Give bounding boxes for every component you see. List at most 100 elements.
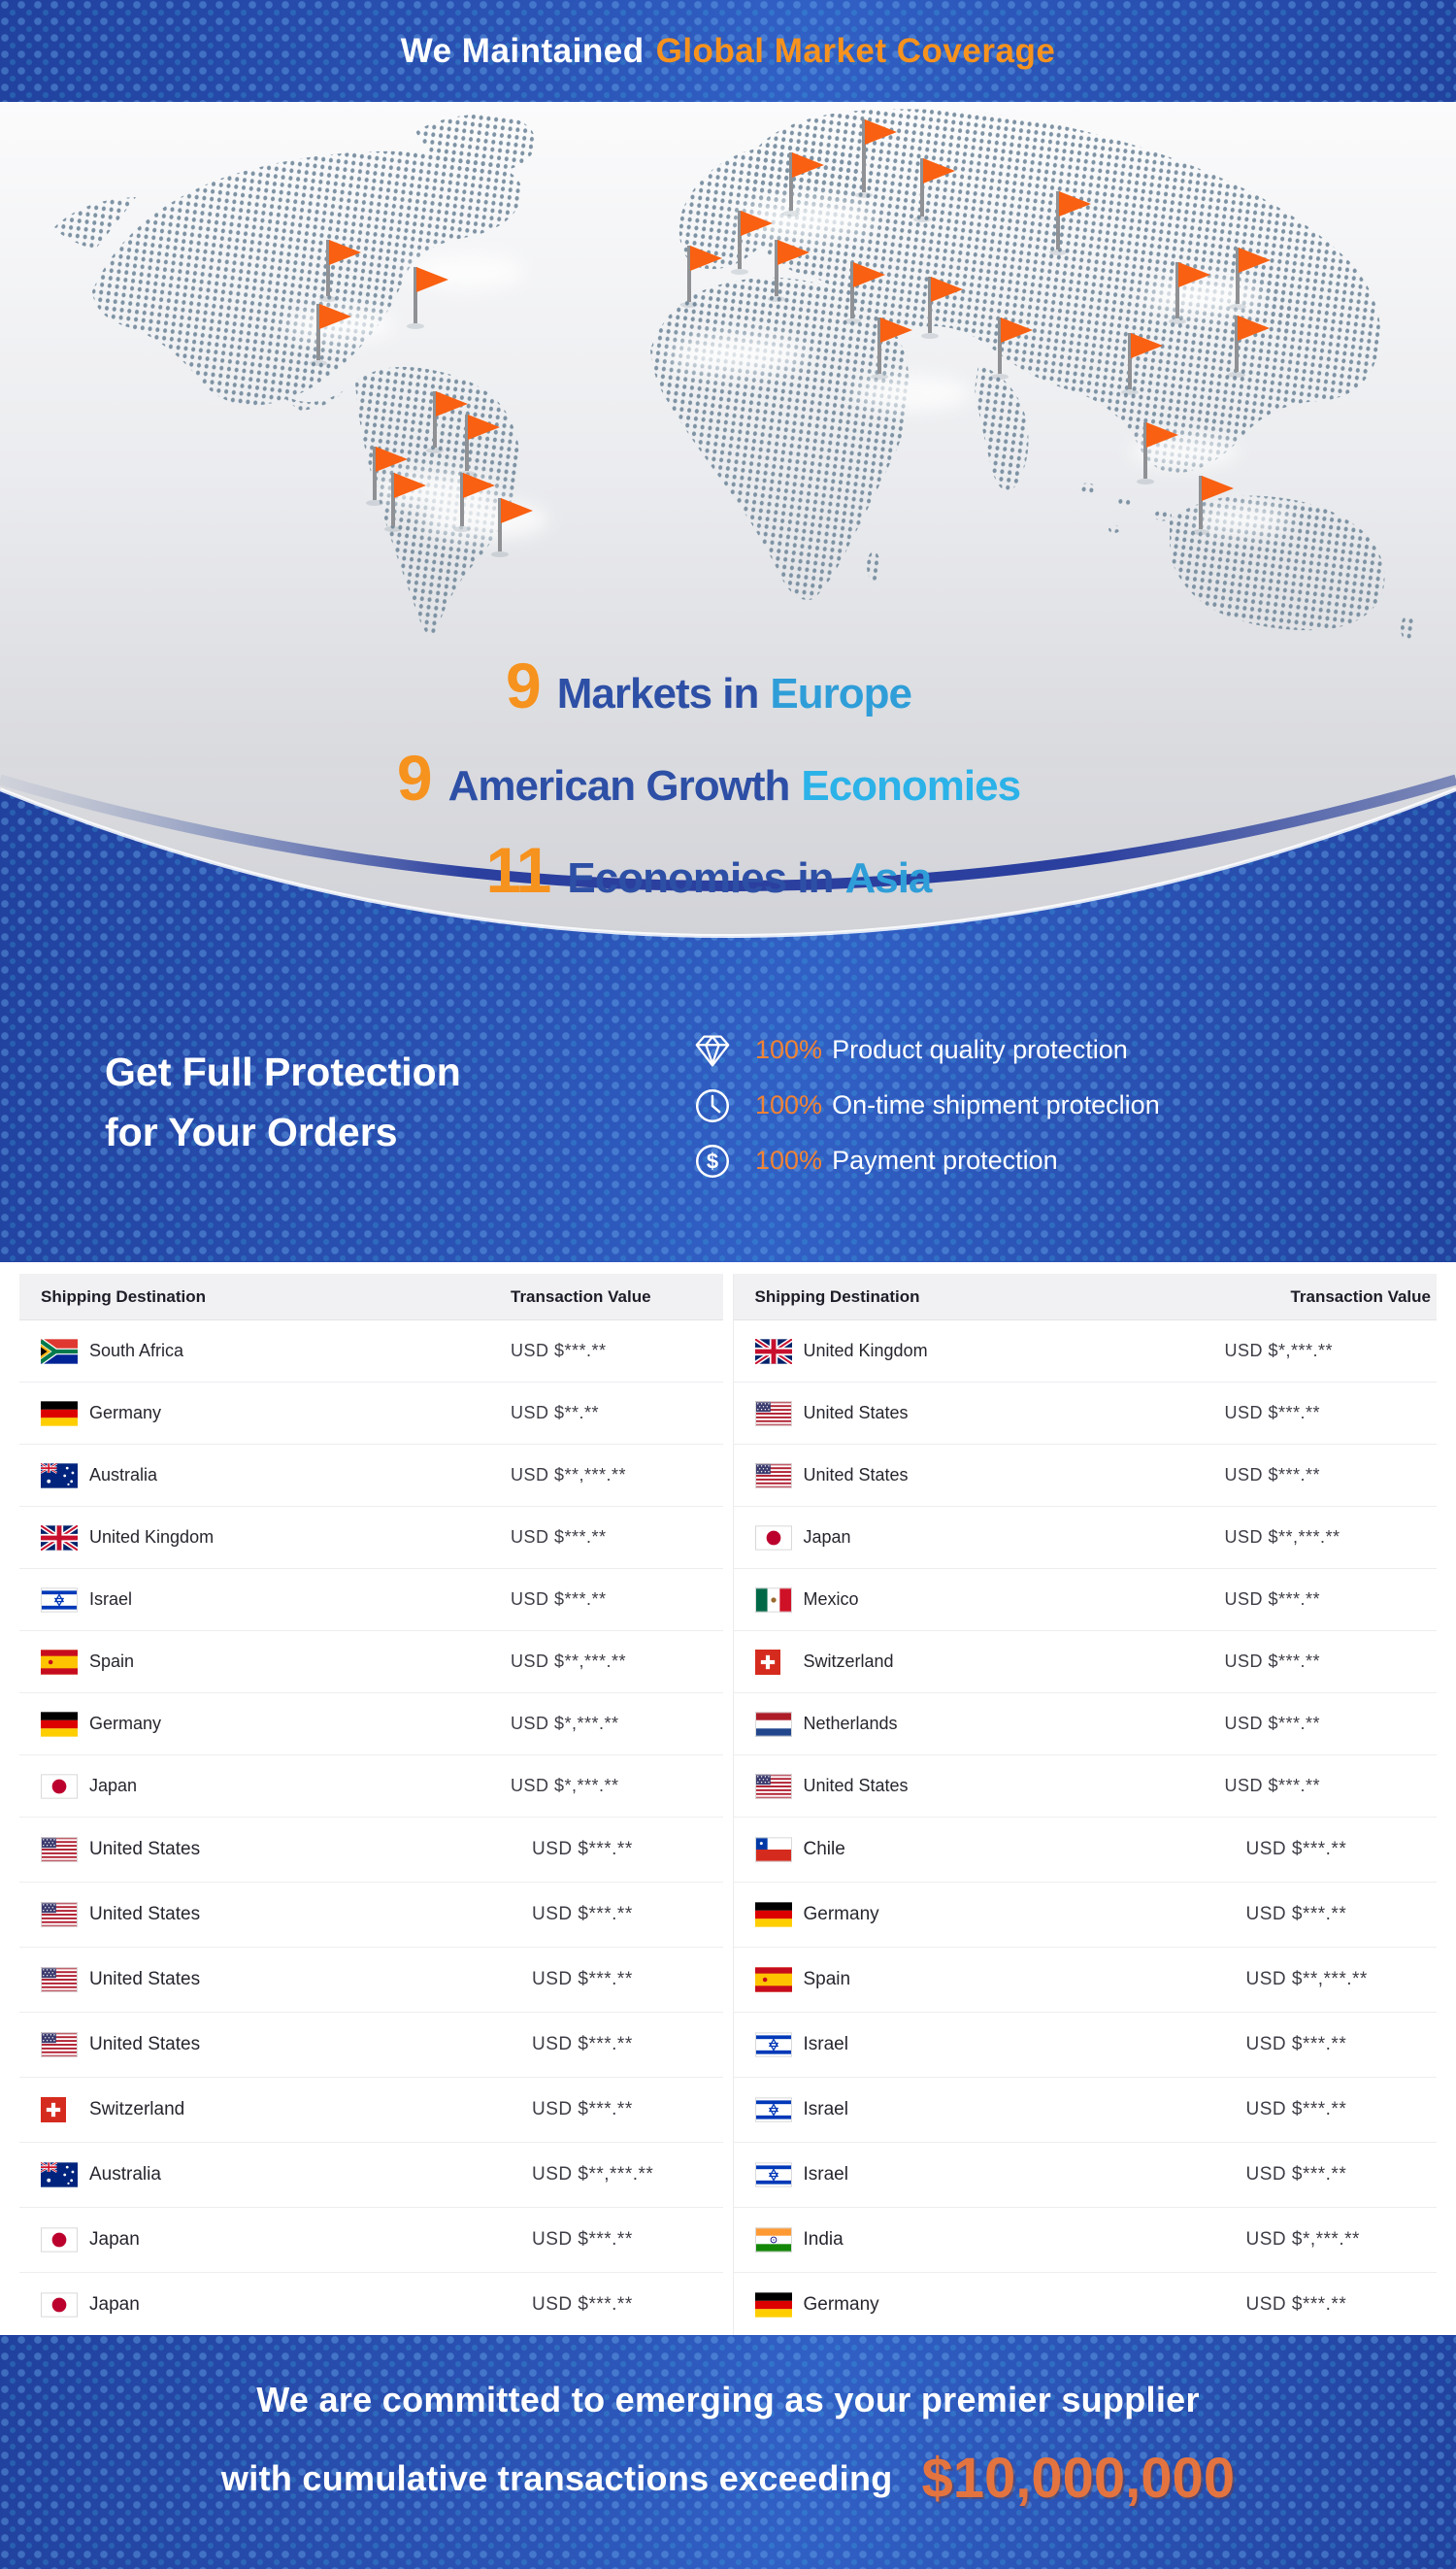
stat-label: Economies in (567, 854, 834, 902)
table-row: Israel USD $***.** (19, 1569, 723, 1631)
transaction-value: USD $***.** (532, 2294, 633, 2315)
destination-cell: Switzerland (734, 1649, 1225, 1675)
transaction-value: USD $***.** (511, 1527, 607, 1547)
destination-cell: United States (19, 1902, 532, 1927)
israel-flag-icon (754, 2162, 792, 2187)
transaction-value: USD $**,***.** (511, 1652, 627, 1671)
table-header-row: Shipping Destination Transaction Value (733, 1274, 1437, 1320)
col-header-shipping-destination: Shipping Destination (41, 1286, 206, 1306)
destination-cell: South Africa (19, 1338, 511, 1364)
col-header-shipping-destination: Shipping Destination (754, 1286, 920, 1306)
destination-cell: Spain (734, 1967, 1246, 1992)
transaction-value: USD $***.** (1245, 1904, 1347, 1924)
table-row: Israel USD $***.** (733, 2013, 1437, 2078)
country-name: Germany (89, 1403, 162, 1422)
israel-flag-icon (41, 1586, 78, 1613)
transaction-value: USD $***.** (1224, 1465, 1321, 1485)
stats-panel: 9 Markets in Europe 9 American Growth Econom… (0, 649, 1417, 925)
country-name: United States (803, 1465, 909, 1485)
destination-cell: United States (734, 1400, 1225, 1426)
switzerland-flag-icon (754, 1649, 792, 1675)
australia-flag-icon (41, 2162, 78, 2187)
transaction-value: USD $***.** (1245, 2034, 1347, 2054)
destination-cell: Israel (734, 2032, 1246, 2057)
destination-cell: Japan (734, 1524, 1225, 1551)
country-name: Germany (89, 1714, 162, 1733)
united-states-flag-icon (41, 1902, 78, 1927)
col-header-transaction-value: Transaction Value (1290, 1286, 1431, 1306)
table-row: Israel USD $***.** (733, 2143, 1437, 2208)
table-row: Germany USD $**.** (19, 1383, 723, 1445)
protection-title: Get Full Protection for Your Orders (105, 1042, 461, 1162)
stat-europe: 9 Markets in Europe (0, 649, 1417, 741)
country-name: Spain (803, 1969, 851, 1989)
country-name: South Africa (89, 1341, 184, 1360)
percent-label: 100% (755, 1146, 823, 1175)
bottom-banner: We are committed to emerging as your pre… (0, 2335, 1456, 2569)
transaction-value: USD $***.** (532, 2034, 633, 2054)
stat-americas: 9 American Growth Economies (0, 741, 1417, 833)
united-kingdom-flag-icon (41, 1524, 78, 1551)
transaction-value: USD $***.** (1224, 1776, 1321, 1795)
germany-flag-icon (41, 1400, 78, 1426)
clock-icon (695, 1088, 730, 1122)
svg-text:$: $ (707, 1149, 718, 1173)
stat-label-highlight: Europe (770, 670, 912, 717)
country-name: Switzerland (803, 1652, 894, 1671)
japan-flag-icon (41, 2292, 78, 2318)
country-name: Israel (803, 2164, 848, 2185)
netherlands-flag-icon (754, 1711, 792, 1737)
top-banner: We Maintained Global Market Coverage (0, 0, 1456, 102)
percent-label: 100% (755, 1035, 823, 1064)
table-right-half: Shipping Destination Transaction Value Uni… (732, 1274, 1437, 2338)
stat-number: 9 (506, 650, 542, 721)
destination-cell: Switzerland (19, 2097, 532, 2122)
destination-cell: Israel (734, 2162, 1246, 2187)
cumulative-amount: $10,000,000 (921, 2447, 1236, 2510)
germany-flag-icon (41, 1711, 78, 1737)
banner-title-orange: Global Market Coverage (655, 31, 1056, 70)
united-states-flag-icon (41, 2032, 78, 2057)
commitment-line2: with cumulative transactions exceeding $… (0, 2446, 1456, 2511)
transaction-value: USD $*,***.** (1245, 2229, 1360, 2250)
country-name: United States (803, 1403, 909, 1422)
curve-divider (0, 767, 1456, 938)
destination-cell: Germany (19, 1400, 511, 1426)
transaction-value: USD $**,***.** (511, 1465, 627, 1485)
country-name: United States (89, 1969, 201, 1989)
transaction-value: USD $*,***.** (511, 1776, 619, 1795)
transaction-value: USD $***.** (1245, 1839, 1347, 1859)
protection-title-line1: Get Full Protection (105, 1050, 461, 1094)
australia-flag-icon (41, 1462, 78, 1488)
country-name: Netherlands (803, 1714, 898, 1733)
table-row: United States USD $***.** (19, 1948, 723, 2013)
table-row: United States USD $***.** (733, 1755, 1437, 1818)
country-name: Mexico (803, 1589, 859, 1609)
transactions-section: Shipping Destination Transaction Value Sou… (0, 1262, 1456, 2338)
protection-item-label: Product quality protection (832, 1035, 1128, 1064)
table-row: Netherlands USD $***.** (733, 1693, 1437, 1755)
country-name: Israel (803, 2034, 848, 2054)
country-name: United Kingdom (89, 1527, 215, 1547)
banner-title-white: We Maintained (400, 31, 645, 70)
stat-label-highlight: Economies (801, 762, 1021, 810)
table-row: Japan USD $**,***.** (733, 1507, 1437, 1569)
country-name: Japan (89, 2294, 140, 2315)
table-row: Japan USD $***.** (19, 2208, 723, 2273)
country-name: Switzerland (89, 2099, 185, 2119)
protection-item-quality: 100% Product quality protection (691, 1022, 1160, 1078)
transaction-value: USD $***.** (532, 1839, 633, 1859)
spain-flag-icon (41, 1649, 78, 1675)
protection-item-shipment: 100% On-time shipment proteclion (691, 1078, 1160, 1133)
transaction-value: USD $*,***.** (1224, 1341, 1334, 1360)
japan-flag-icon (754, 1524, 792, 1551)
stat-label-highlight: Asia (844, 854, 932, 902)
destination-cell: Germany (734, 1902, 1246, 1927)
table-row: United States USD $***.** (19, 1883, 723, 1948)
stat-number: 9 (396, 742, 433, 814)
transaction-value: USD $***.** (511, 1589, 607, 1609)
transaction-value: USD $***.** (532, 1904, 633, 1924)
destination-cell: Japan (19, 2227, 532, 2252)
mexico-flag-icon (754, 1586, 792, 1613)
